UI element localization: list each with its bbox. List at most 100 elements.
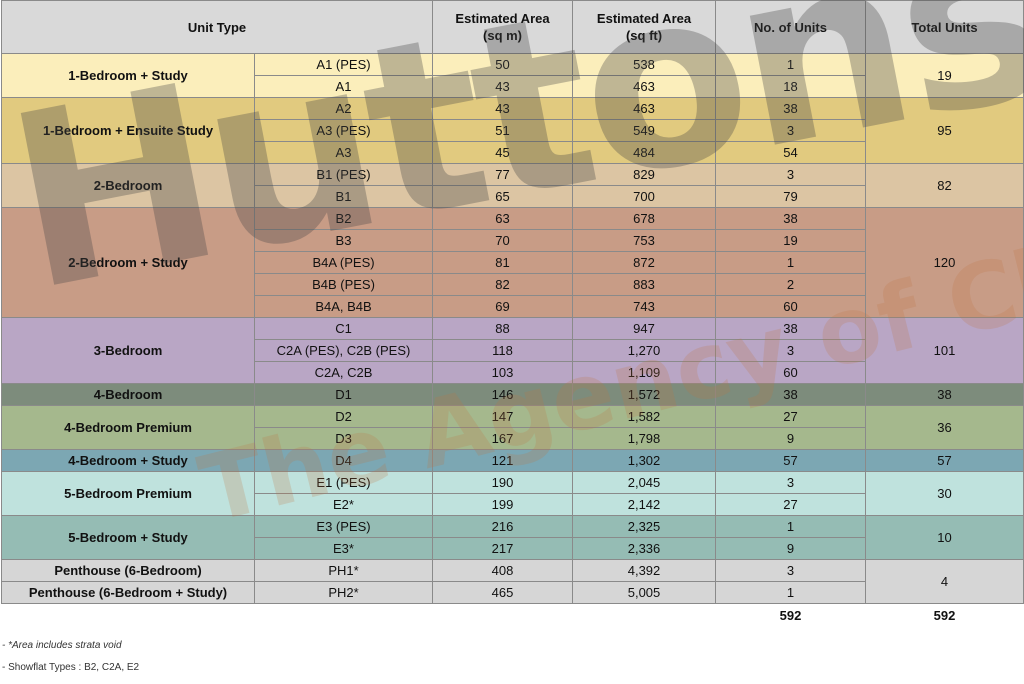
units-cell: 57 [715, 449, 867, 472]
area-sqm-cell: 121 [432, 449, 574, 472]
area-sqm-cell: 69 [432, 295, 574, 318]
area-sqm-cell: 81 [432, 251, 574, 274]
unit-type-cell: 2-Bedroom + Study [1, 207, 255, 318]
unit-subtype-cell: B4A, B4B [253, 295, 434, 318]
table-row: 4-Bedroom + Study D4 121 1,302 57 57 [1, 449, 1024, 472]
area-sqft-cell: 2,045 [572, 471, 717, 494]
table-row: 2-Bedroom + Study B2 63 678 38 120 [1, 207, 1024, 318]
unit-mix-table: Unit Type Estimated Area (sq m) Estimate… [0, 0, 1024, 626]
unit-subtype-cell: C1 [253, 317, 434, 340]
area-sqm-cell: 465 [432, 581, 574, 604]
unit-type-cell: Penthouse (6-Bedroom) [1, 559, 255, 582]
units-cell: 60 [715, 295, 867, 318]
table-row: E3* 217 2,336 9 [2, 537, 1024, 560]
area-sqm-cell: 63 [432, 207, 574, 230]
header-unit-type: Unit Type [0, 0, 434, 54]
table-row: 5-Bedroom Premium E1 (PES) 190 2,045 3 3… [1, 471, 1024, 516]
units-cell: 19 [715, 229, 867, 252]
area-sqft-cell: 2,142 [572, 493, 717, 516]
table-row: A1 43 463 18 [2, 75, 1024, 98]
unit-subtype-cell: A2 [253, 97, 434, 120]
area-sqm-cell: 147 [432, 405, 574, 428]
unit-subtype-cell: A3 [253, 141, 434, 164]
totals-row: 592 592 [1, 603, 1024, 626]
area-sqft-cell: 1,582 [572, 405, 717, 428]
area-sqm-cell: 190 [432, 471, 574, 494]
total-units-cell: 38 [865, 383, 1024, 406]
total-units-cell: 95 [865, 97, 1024, 164]
area-sqm-cell: 65 [432, 185, 574, 208]
units-cell: 3 [715, 163, 867, 186]
area-sqft-cell: 947 [572, 317, 717, 340]
area-sqft-cell: 463 [572, 97, 717, 120]
units-total-cell: 592 [715, 603, 866, 626]
unit-type-cell: 3-Bedroom [1, 317, 255, 384]
units-cell: 3 [715, 559, 867, 582]
area-sqm-cell: 50 [432, 53, 574, 76]
unit-subtype-cell: E2* [253, 493, 434, 516]
area-sqm-cell: 199 [432, 493, 574, 516]
table-row: B3 70 753 19 [2, 229, 1024, 252]
area-sqm-cell: 216 [432, 515, 574, 538]
units-cell: 60 [715, 361, 867, 384]
unit-subtype-cell: C2A (PES), C2B (PES) [253, 339, 434, 362]
units-cell: 1 [715, 53, 867, 76]
totals-spacer [1, 603, 716, 626]
area-sqft-cell: 1,302 [572, 449, 717, 472]
unit-subtype-cell: B4B (PES) [253, 273, 434, 296]
table-row: 2-Bedroom B1 (PES) 77 829 3 82 [1, 163, 1024, 208]
units-cell: 1 [715, 581, 867, 604]
unit-subtype-cell: D2 [253, 405, 434, 428]
area-sqft-cell: 2,325 [572, 515, 717, 538]
table-row: 3-Bedroom C1 88 947 38 101 [1, 317, 1024, 384]
total-units-cell: 82 [865, 163, 1024, 208]
table-row: 1-Bedroom + Study A1 (PES) 50 538 1 19 [1, 53, 1024, 98]
unit-subtype-cell: A1 (PES) [253, 53, 434, 76]
table-row: B4A (PES) 81 872 1 [2, 251, 1024, 274]
area-sqft-cell: 883 [572, 273, 717, 296]
total-units-cell: 36 [865, 405, 1024, 450]
unit-subtype-cell: PH1* [253, 559, 434, 582]
total-units-cell: 57 [865, 449, 1024, 472]
area-sqm-cell: 51 [432, 119, 574, 142]
unit-subtype-cell: B3 [253, 229, 434, 252]
area-sqft-cell: 1,109 [572, 361, 717, 384]
area-sqft-cell: 872 [572, 251, 717, 274]
unit-subtype-cell: D1 [253, 383, 434, 406]
unit-subtype-cell: E3* [253, 537, 434, 560]
unit-subtype-cell: A1 [253, 75, 434, 98]
header-total-units: Total Units [865, 0, 1024, 54]
area-sqft-cell: 743 [572, 295, 717, 318]
area-sqft-cell: 5,005 [572, 581, 717, 604]
area-sqft-cell: 538 [572, 53, 717, 76]
unit-type-cell: 1-Bedroom + Ensuite Study [1, 97, 255, 164]
units-cell: 9 [715, 427, 867, 450]
table-row: C2A, C2B 103 1,109 60 [2, 361, 1024, 384]
area-sqm-cell: 43 [432, 97, 574, 120]
unit-type-cell: 1-Bedroom + Study [1, 53, 255, 98]
area-sqft-cell: 549 [572, 119, 717, 142]
grand-total-cell: 592 [865, 603, 1024, 626]
area-sqm-cell: 45 [432, 141, 574, 164]
area-sqft-cell: 2,336 [572, 537, 717, 560]
area-sqft-cell: 484 [572, 141, 717, 164]
total-units-cell: 19 [865, 53, 1024, 98]
area-sqm-cell: 43 [432, 75, 574, 98]
units-cell: 27 [715, 405, 867, 428]
units-cell: 38 [715, 383, 867, 406]
unit-type-cell: 4-Bedroom Premium [1, 405, 255, 450]
area-sqm-cell: 146 [432, 383, 574, 406]
units-cell: 3 [715, 471, 867, 494]
unit-subtype-cell: B1 [253, 185, 434, 208]
unit-type-cell: 2-Bedroom [1, 163, 255, 208]
area-sqm-cell: 70 [432, 229, 574, 252]
unit-subtype-cell: E1 (PES) [253, 471, 434, 494]
area-sqft-cell: 753 [572, 229, 717, 252]
area-sqft-cell: 4,392 [572, 559, 717, 582]
area-sqft-cell: 678 [572, 207, 717, 230]
unit-type-cell: 5-Bedroom Premium [1, 471, 255, 516]
area-sqm-cell: 167 [432, 427, 574, 450]
units-cell: 38 [715, 207, 867, 230]
area-sqft-cell: 1,270 [572, 339, 717, 362]
area-sqft-cell: 829 [572, 163, 717, 186]
